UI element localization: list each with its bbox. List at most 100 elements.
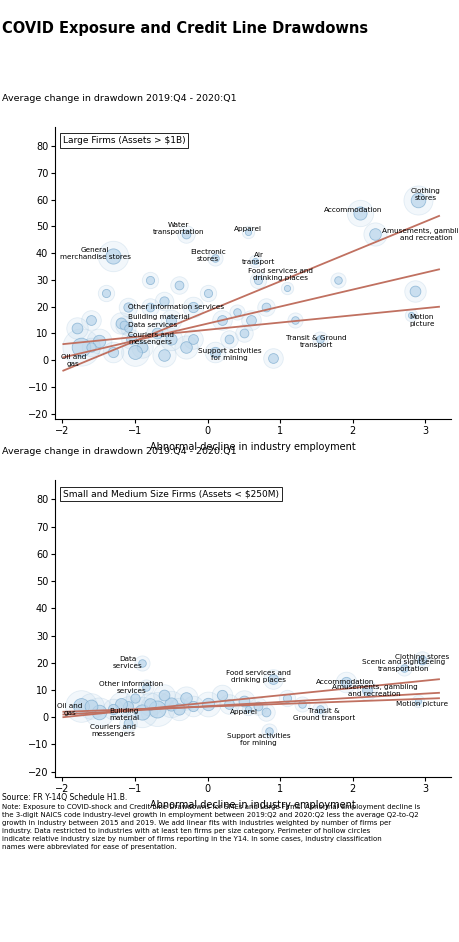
Point [262,705,269,720]
Point [131,690,139,706]
Point [128,332,135,347]
Text: Apparel: Apparel [230,708,257,715]
Point [138,705,146,720]
Text: Transit & Ground
transport: Transit & Ground transport [285,335,346,348]
Point [269,672,276,687]
Point [124,699,131,714]
Point [370,227,377,242]
Point [124,300,131,315]
Point [167,313,174,328]
Point [414,693,421,708]
Point [240,693,247,708]
Point [124,699,131,714]
Point [240,326,247,341]
Point [243,224,251,239]
X-axis label: Abnormal decline in industry employment: Abnormal decline in industry employment [150,800,355,810]
Text: Food services and
drinking places: Food services and drinking places [225,670,290,683]
Point [283,690,291,706]
Point [88,699,95,714]
Point [334,272,341,287]
Point [251,253,258,268]
Point [146,272,153,287]
Text: Scenic and sightseeing
transportation: Scenic and sightseeing transportation [361,659,444,672]
Point [142,680,149,695]
Point [254,699,262,714]
Point [160,348,168,363]
Point [243,224,251,239]
Point [211,251,218,266]
Point [251,253,258,268]
Point [240,326,247,341]
Point [254,272,262,287]
Point [316,332,323,347]
Point [189,300,196,315]
Point [124,320,131,335]
Point [174,702,182,717]
Point [203,285,211,300]
Point [341,674,348,690]
Text: Building
material: Building material [109,708,139,721]
Point [225,332,233,347]
Point [203,696,211,711]
Point [298,696,305,711]
Point [262,705,269,720]
Point [189,332,196,347]
Point [291,313,298,328]
Point [124,715,131,730]
Point [182,690,189,706]
Point [211,251,218,266]
Point [128,332,135,347]
Point [243,702,251,717]
Point [160,294,168,309]
Text: Oil and
gas: Oil and gas [57,703,82,716]
Text: Large Firms (Assets > $1B): Large Firms (Assets > $1B) [63,136,185,145]
Point [283,281,291,296]
Point [265,723,273,739]
Text: Support activities
for mining: Support activities for mining [226,733,290,745]
Point [109,702,117,717]
Point [189,699,196,714]
Point [102,285,109,300]
Point [120,317,128,333]
Point [138,339,146,354]
Point [414,192,421,207]
Point [203,696,211,711]
Point [138,705,146,720]
Text: Clothing stores: Clothing stores [394,655,448,660]
Point [73,320,80,335]
Point [73,320,80,335]
Point [269,350,276,365]
Point [399,660,406,675]
Text: Food services and
drinking places: Food services and drinking places [247,268,312,281]
Point [262,300,269,315]
Point [167,696,174,711]
Point [174,702,182,717]
Point [117,696,124,711]
Point [414,192,421,207]
Text: Average change in drawdown 2019:Q4 - 2020:Q1: Average change in drawdown 2019:Q4 - 202… [2,447,236,457]
Point [189,300,196,315]
Text: Data
services: Data services [112,657,142,670]
Point [316,702,323,717]
Point [363,683,370,698]
Text: Building material: Building material [128,315,189,320]
Point [102,285,109,300]
Point [153,702,160,717]
Point [399,660,406,675]
Point [410,283,417,298]
Point [414,693,421,708]
Point [174,278,182,293]
Point [182,339,189,354]
Point [160,294,168,309]
Point [77,699,84,714]
Point [120,317,128,333]
Point [283,690,291,706]
Point [95,334,102,349]
Point [211,345,218,360]
Point [370,227,377,242]
Point [109,345,117,360]
Point [95,334,102,349]
Point [138,656,146,671]
Point [142,680,149,695]
Point [218,688,225,703]
